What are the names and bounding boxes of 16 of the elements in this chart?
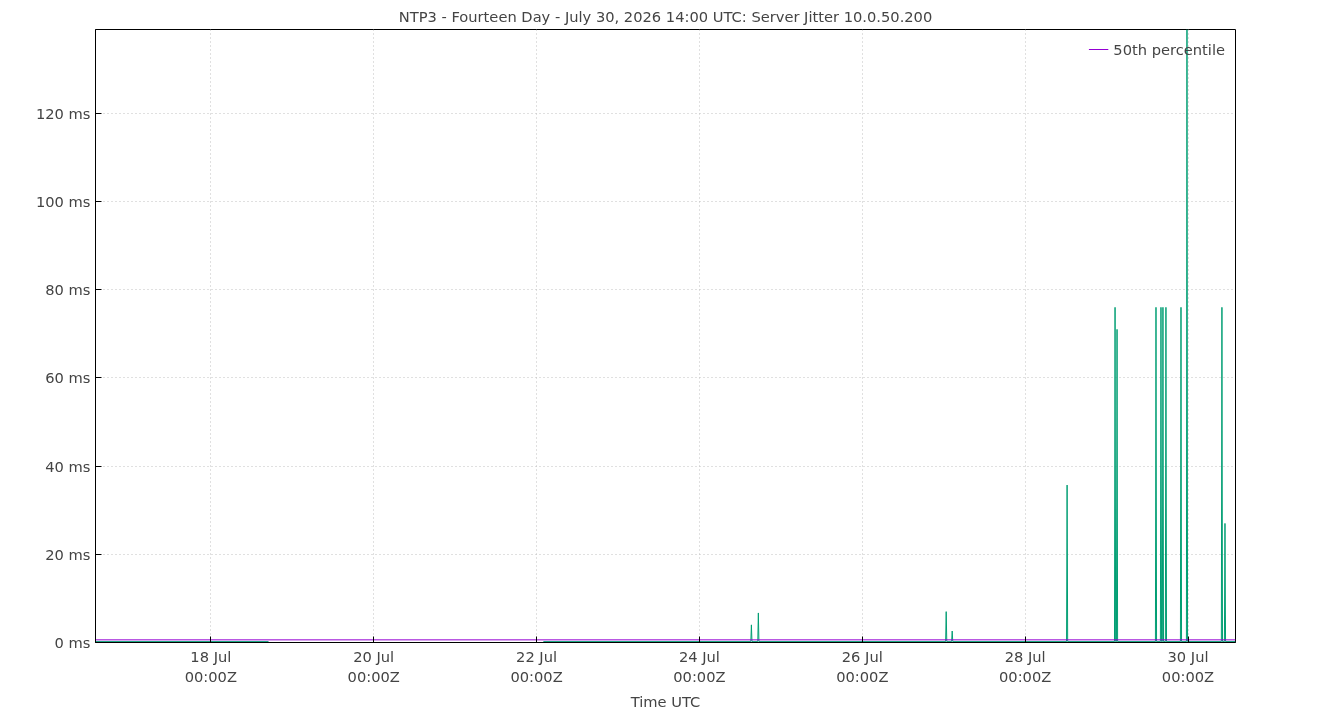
x-tick-label: 28 Jul 00:00Z bbox=[999, 647, 1052, 685]
x-axis-title: Time UTC bbox=[629, 692, 701, 710]
y-tick-label: 40 ms bbox=[45, 457, 91, 475]
chart-title: NTP3 - Fourteen Day - July 30, 2026 14:00 UTC: Server Jitter 10.0.50.200 bbox=[398, 7, 933, 25]
x-tick-label: 26 Jul 00:00Z bbox=[836, 647, 889, 685]
y-tick-label: 100 ms bbox=[35, 192, 91, 210]
y-tick-label: 60 ms bbox=[45, 369, 91, 387]
x-tick-label: 24 Jul 00:00Z bbox=[673, 647, 726, 685]
x-tick-label: 18 Jul 00:00Z bbox=[184, 647, 237, 685]
x-tick-label: 22 Jul 00:00Z bbox=[510, 647, 563, 685]
y-tick-label: 20 ms bbox=[45, 545, 91, 563]
y-tick-label: 80 ms bbox=[45, 281, 91, 299]
y-tick-label: 120 ms bbox=[35, 104, 91, 122]
x-tick-label: 30 Jul 00:00Z bbox=[1161, 647, 1215, 685]
x-tick-label: 20 Jul 00:00Z bbox=[347, 647, 400, 685]
y-tick-label: 0 ms bbox=[54, 634, 91, 651]
